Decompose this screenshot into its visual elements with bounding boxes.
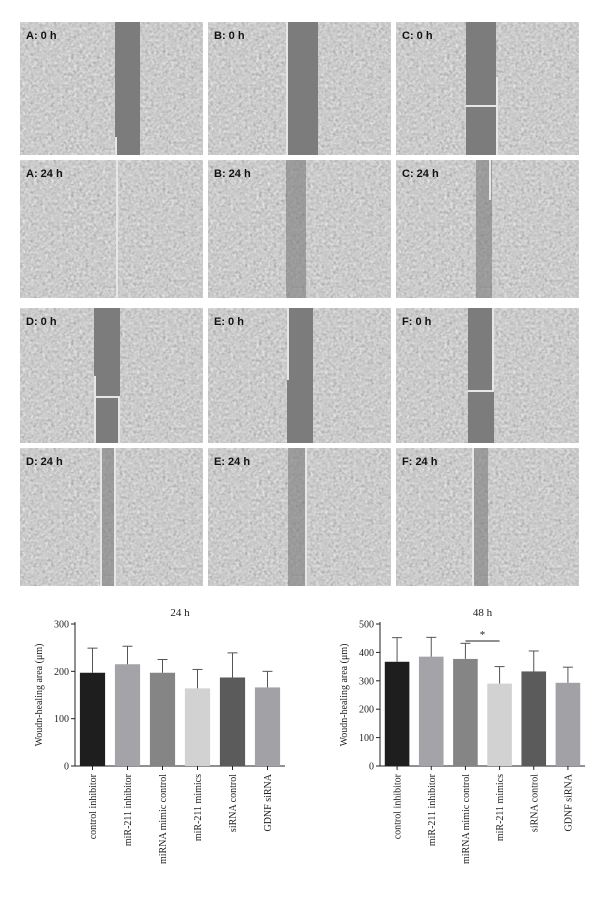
panel-label: C: 24 h [402, 168, 439, 180]
x-tick-label: control inhibitor [393, 773, 404, 839]
charts-svg: 24 h Woudn-healing area (μm) 0 100 200 300 con… [34, 607, 585, 864]
micrograph-panel: E: 24 h [208, 448, 391, 586]
bar-charts: 24 h Woudn-healing area (μm) 0 100 200 300 con… [0, 600, 600, 901]
y-tick-label: 500 [359, 620, 374, 631]
bar [555, 682, 581, 766]
chart-title: 48 h [473, 607, 493, 619]
micrograph-panel: F: 24 h [396, 448, 579, 586]
bar [184, 688, 211, 766]
bar [487, 683, 512, 766]
panel-label: E: 0 h [214, 316, 244, 328]
micrograph-panel: D: 24 h [20, 448, 203, 586]
x-tick-label: GDNF siRNA [263, 773, 274, 831]
bar [114, 664, 141, 766]
bar [254, 687, 281, 766]
chart-title: 24 h [170, 607, 190, 619]
y-tick-label: 300 [359, 676, 374, 687]
panel-label: D: 24 h [26, 456, 63, 468]
panel-label: B: 0 h [214, 30, 245, 42]
y-axis-label: Woudn-healing area (μm) [339, 644, 350, 747]
significance-label: * [480, 629, 486, 641]
x-tick-label: miR-211 inhibitor [123, 773, 134, 846]
x-tick-label: miR-211 mimics [193, 774, 204, 841]
chart-24h: 24 h Woudn-healing area (μm) 0 100 200 300 con… [34, 607, 285, 864]
y-axis-label: Woudn-healing area (μm) [34, 644, 45, 747]
x-tick-label: miR-211 mimics [495, 774, 506, 841]
micrograph-panel: D: 0 h [20, 308, 203, 443]
y-tick-label: 300 [54, 620, 69, 631]
panel-label: F: 24 h [402, 456, 438, 468]
bar [418, 656, 444, 766]
chart-48h: 48 h Woudn-healing area (μm) 0 100 200 300 400… [339, 607, 585, 864]
panel-label: A: 0 h [26, 30, 57, 42]
x-tick-label: control inhibitor [88, 773, 99, 839]
y-tick-label: 0 [64, 762, 69, 773]
x-tick-label: siRNA control [228, 774, 239, 832]
bar [384, 661, 410, 766]
y-tick-label: 200 [54, 667, 69, 678]
panel-label: D: 0 h [26, 316, 57, 328]
panel-label: F: 0 h [402, 316, 432, 328]
micrograph-panel: F: 0 h [396, 308, 579, 443]
x-tick-label: miRNA mimic control [158, 774, 169, 864]
micrograph-grid: A: 0 h B: 0 h C: 0 h A: 24 h B: 24 h C: … [20, 22, 579, 586]
panel-label: C: 0 h [402, 30, 433, 42]
y-tick-label: 100 [359, 733, 374, 744]
y-tick-label: 0 [369, 762, 374, 773]
bar [219, 677, 246, 766]
y-tick-label: 200 [359, 705, 374, 716]
micrograph-panel: B: 0 h [208, 22, 391, 155]
micrograph-panel: A: 0 h [20, 22, 203, 155]
y-tick-label: 100 [54, 714, 69, 725]
y-tick-label: 400 [359, 648, 374, 659]
x-tick-label: siRNA control [529, 774, 540, 832]
micrograph-panel: A: 24 h [20, 160, 203, 298]
bar [79, 672, 106, 766]
micrograph-panel: C: 24 h [396, 160, 579, 298]
panel-label: E: 24 h [214, 456, 251, 468]
panel-label: A: 24 h [26, 168, 63, 180]
x-tick-label: miR-211 inhibitor [427, 773, 438, 846]
bar [149, 672, 176, 766]
x-tick-label: miRNA mimic control [461, 774, 472, 864]
bar [521, 671, 547, 766]
bar [453, 658, 478, 766]
micrograph-panel: E: 0 h [208, 308, 391, 443]
micrograph-panel: B: 24 h [208, 160, 391, 298]
panel-label: B: 24 h [214, 168, 251, 180]
micrograph-panel: C: 0 h [396, 22, 579, 155]
x-tick-label: GDNF siRNA [563, 773, 574, 831]
